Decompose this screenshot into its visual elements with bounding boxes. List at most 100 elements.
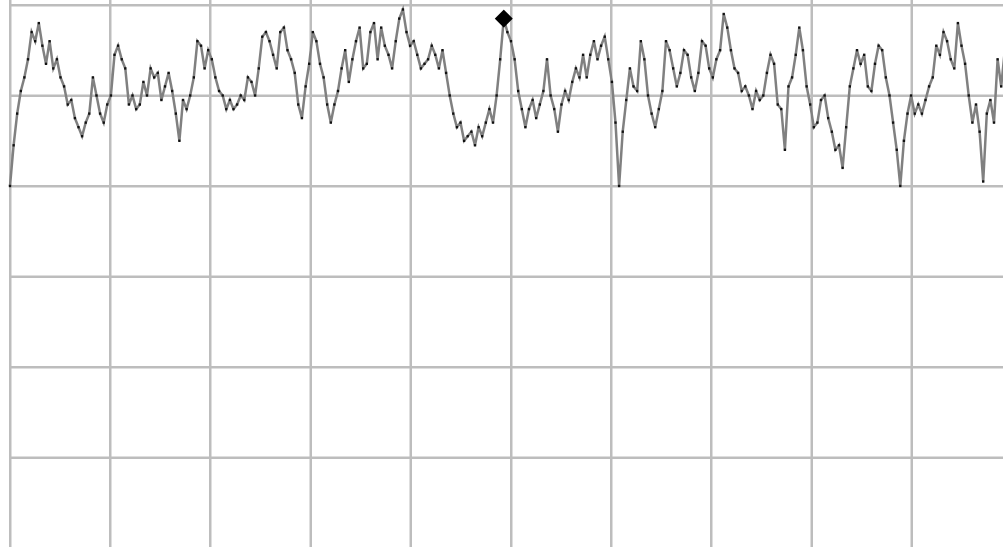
data-point-121 bbox=[444, 71, 448, 75]
data-point-269 bbox=[978, 130, 981, 133]
data-point-204 bbox=[744, 85, 747, 88]
data-point-230 bbox=[837, 144, 841, 147]
data-point-41 bbox=[156, 71, 159, 75]
data-point-120 bbox=[441, 49, 444, 52]
data-point-113 bbox=[416, 53, 419, 56]
data-point-190 bbox=[693, 89, 696, 93]
data-point-140 bbox=[513, 58, 516, 61]
data-point-157 bbox=[574, 67, 578, 70]
data-point-226 bbox=[823, 94, 826, 97]
peak-marker bbox=[494, 9, 513, 28]
data-point-6 bbox=[30, 30, 33, 34]
data-point-3 bbox=[19, 89, 22, 93]
data-point-199 bbox=[726, 26, 729, 29]
data-point-207 bbox=[754, 89, 758, 93]
data-point-51 bbox=[192, 76, 195, 79]
data-point-160 bbox=[585, 76, 588, 79]
data-point-128 bbox=[470, 130, 473, 133]
data-point-16 bbox=[66, 103, 69, 106]
data-point-100 bbox=[369, 30, 372, 34]
data-point-246 bbox=[895, 148, 898, 151]
data-point-115 bbox=[423, 62, 426, 65]
data-point-161 bbox=[589, 53, 592, 56]
data-point-264 bbox=[960, 44, 963, 47]
data-point-17 bbox=[70, 98, 73, 102]
data-point-156 bbox=[571, 80, 574, 84]
data-point-260 bbox=[945, 40, 949, 43]
data-point-106 bbox=[390, 67, 394, 70]
data-point-164 bbox=[599, 44, 603, 47]
data-point-261 bbox=[949, 58, 952, 61]
data-point-143 bbox=[524, 126, 527, 129]
data-point-78 bbox=[289, 58, 293, 61]
data-point-66 bbox=[246, 76, 250, 79]
data-point-71 bbox=[264, 30, 268, 34]
data-point-127 bbox=[466, 135, 469, 138]
data-point-245 bbox=[891, 121, 895, 124]
data-point-208 bbox=[758, 98, 761, 102]
data-point-172 bbox=[628, 67, 632, 70]
data-point-108 bbox=[398, 17, 401, 20]
data-point-74 bbox=[275, 67, 278, 70]
data-point-37 bbox=[142, 80, 145, 84]
data-point-33 bbox=[127, 103, 131, 106]
data-point-151 bbox=[553, 107, 556, 111]
data-point-177 bbox=[646, 94, 650, 97]
data-point-170 bbox=[621, 130, 624, 133]
data-point-135 bbox=[495, 94, 498, 97]
data-point-133 bbox=[488, 107, 491, 111]
data-point-61 bbox=[228, 98, 232, 102]
data-point-97 bbox=[358, 26, 361, 29]
data-point-175 bbox=[639, 40, 642, 43]
data-point-0 bbox=[8, 184, 12, 188]
data-point-275 bbox=[1000, 85, 1003, 88]
data-point-46 bbox=[174, 112, 177, 115]
data-point-153 bbox=[560, 103, 563, 106]
data-point-267 bbox=[971, 121, 974, 124]
data-point-70 bbox=[261, 35, 264, 38]
data-point-193 bbox=[704, 44, 707, 47]
data-point-57 bbox=[214, 76, 217, 79]
data-point-8 bbox=[37, 21, 40, 25]
data-point-212 bbox=[772, 62, 776, 65]
data-point-59 bbox=[221, 94, 224, 97]
data-point-179 bbox=[654, 126, 657, 129]
data-point-178 bbox=[650, 112, 653, 115]
data-point-243 bbox=[884, 76, 887, 79]
data-point-103 bbox=[380, 26, 383, 29]
data-point-139 bbox=[509, 40, 513, 43]
data-point-239 bbox=[870, 89, 873, 93]
data-point-12 bbox=[52, 67, 55, 70]
data-point-101 bbox=[372, 21, 376, 25]
data-point-214 bbox=[780, 107, 783, 111]
data-point-118 bbox=[434, 53, 437, 56]
data-point-32 bbox=[124, 67, 127, 70]
data-point-257 bbox=[935, 44, 938, 47]
data-point-247 bbox=[899, 184, 902, 188]
data-point-251 bbox=[913, 112, 916, 115]
data-point-89 bbox=[329, 121, 332, 124]
data-point-68 bbox=[253, 94, 257, 97]
data-point-75 bbox=[279, 30, 282, 34]
data-point-165 bbox=[603, 35, 606, 38]
data-point-198 bbox=[722, 12, 725, 16]
data-point-117 bbox=[430, 44, 433, 47]
data-point-254 bbox=[924, 98, 927, 102]
data-point-241 bbox=[877, 44, 880, 47]
data-point-38 bbox=[145, 94, 149, 97]
data-point-96 bbox=[354, 40, 358, 43]
data-point-205 bbox=[747, 94, 751, 97]
data-point-166 bbox=[607, 58, 610, 61]
data-point-206 bbox=[751, 107, 754, 111]
data-point-77 bbox=[286, 49, 289, 52]
data-point-79 bbox=[293, 71, 296, 75]
data-point-122 bbox=[448, 94, 451, 97]
data-point-150 bbox=[549, 94, 552, 97]
data-point-273 bbox=[992, 121, 996, 124]
data-point-197 bbox=[718, 49, 722, 52]
data-point-25 bbox=[98, 112, 102, 115]
data-point-145 bbox=[531, 98, 534, 102]
data-point-253 bbox=[920, 112, 924, 115]
marker-layer bbox=[494, 9, 513, 28]
data-point-224 bbox=[816, 121, 819, 124]
